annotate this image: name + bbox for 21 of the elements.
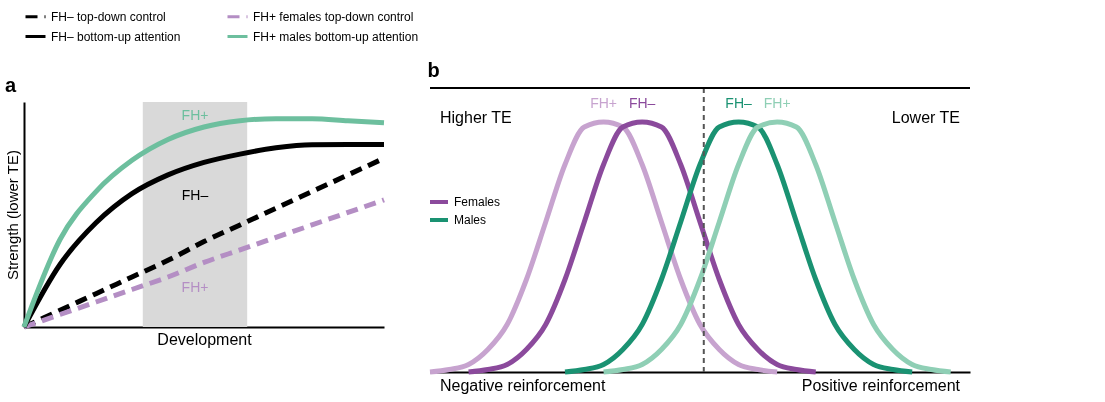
y-axis-title: Strength (lower TE) <box>3 150 21 280</box>
annotation: Males <box>454 213 487 227</box>
annotation: FH– <box>181 186 209 203</box>
legend-label: FH– top-down control <box>51 9 166 24</box>
annotation: FH+ <box>181 107 209 124</box>
x-axis-title: Development <box>157 330 253 348</box>
series-label: FH+ <box>763 95 791 111</box>
chart-title: a <box>5 74 17 96</box>
series-label: FH+ <box>590 95 617 111</box>
legend-label: FH+ males bottom-up attention <box>253 29 419 44</box>
legend-label: FH– bottom-up attention <box>51 29 181 44</box>
annotation: FH+ <box>181 279 209 296</box>
annotation: Higher TE <box>440 109 512 126</box>
annotation: Lower TE <box>891 109 960 126</box>
series-label: FH– <box>725 95 753 111</box>
series-label: FH– <box>628 95 656 111</box>
chart-title: b <box>427 59 440 81</box>
legend-label: FH+ females top-down control <box>253 9 414 24</box>
text: Negative reinforcement <box>440 377 606 394</box>
text: Positive reinforcement <box>801 377 961 394</box>
annotation: Females <box>454 195 501 209</box>
